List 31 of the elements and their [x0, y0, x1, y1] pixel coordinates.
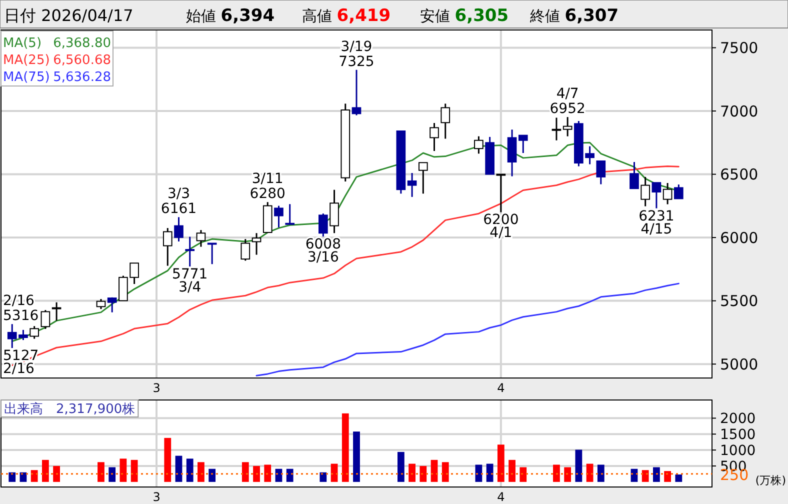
chart-title: 日付 2026/04/17 — [4, 6, 134, 25]
annotation: 5771 3/4 — [172, 266, 208, 296]
text: 安値 6,305 — [420, 6, 509, 26]
y-tick-label: 1000 — [720, 443, 756, 460]
x-tick-label: 3 — [152, 381, 160, 395]
annotation: 3/11 6280 — [250, 171, 286, 202]
annotation: 6200 4/1 — [483, 212, 519, 242]
y-tick-label: 1500 — [720, 427, 756, 444]
chart-title: 出来高 2,317,900株 — [4, 401, 136, 417]
x-tick-label: 4 — [497, 381, 505, 395]
y-tick-label: 7500 — [720, 39, 758, 58]
annotation: 6008 3/16 — [305, 236, 341, 266]
x-tick-label: 4 — [497, 490, 505, 504]
text: 始値 6,394 — [186, 6, 275, 26]
annotation: 5127 2/16 — [3, 348, 39, 378]
y-tick-label: 5000 — [720, 355, 758, 374]
annotation: 3/19 7325 — [338, 38, 374, 70]
y-tick-label: 6000 — [720, 228, 758, 247]
text: 終値 6,307 — [529, 6, 619, 26]
x-tick-label: 3 — [152, 490, 160, 504]
text: (万株) — [755, 474, 786, 487]
y-tick-label: 2000 — [720, 411, 756, 428]
annotation: 3/3 6161 — [160, 186, 197, 218]
y-tick-label: 7000 — [720, 102, 758, 120]
y-tick-label: 6500 — [720, 166, 758, 184]
text: 高値 6,419 — [302, 6, 391, 26]
annotation: 4/7 6952 — [550, 86, 586, 118]
legend: MA(5) 6,368.80 MA(25) 6,560.68 MA(75) 5,636.28 — [0, 30, 114, 86]
annotation: 6231 4/15 — [638, 208, 674, 238]
annotation: 2/16 5316 — [3, 293, 39, 324]
y-tick-label: 5500 — [720, 292, 758, 310]
